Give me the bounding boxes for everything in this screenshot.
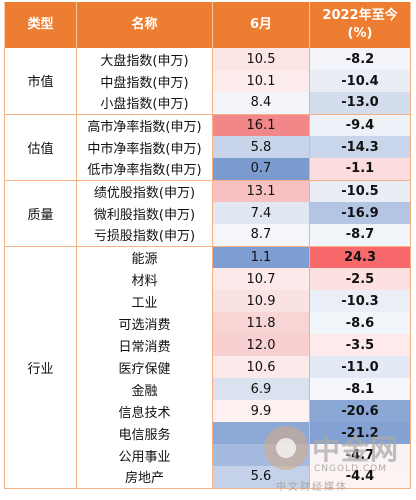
table-row: 工业 10.9 -10.3	[5, 290, 411, 312]
name-cell: 电信服务	[76, 422, 213, 444]
month-value-cell: 13.1	[212, 180, 310, 202]
month-value-cell: 10.6	[212, 356, 310, 378]
name-cell: 高市净率指数(申万)	[76, 114, 213, 136]
name-cell: 房地产	[76, 466, 213, 489]
header-ytd-line2: (%)	[347, 26, 373, 41]
header-category: 类型	[4, 2, 77, 48]
name-cell: 金融	[76, 378, 213, 400]
table-row: 亏损股指数(申万) 8.7 -8.7	[5, 224, 411, 247]
index-performance-table: 类型 名称 6月 2022年至今 (%) 市值 大盘指数(申万) 10.5 -8.2 中…	[4, 2, 411, 489]
ytd-value-cell: -9.4	[309, 114, 411, 136]
ytd-value-cell: -13.0	[309, 92, 411, 115]
ytd-value-cell: -10.5	[309, 180, 411, 202]
ytd-value-cell: -21.2	[309, 422, 411, 444]
table-row: 信息技术 9.9 -20.6	[5, 400, 411, 422]
table-row: 行业 能源 1.1 24.3	[4, 246, 411, 489]
month-value-cell: 8.4	[212, 92, 310, 115]
table-row: 估值 高市净率指数(申万) 16.1 -9.4	[4, 114, 411, 181]
month-value-cell: 16.1	[212, 114, 310, 136]
table-row: 小盘指数(申万) 8.4 -13.0	[5, 92, 411, 115]
name-cell: 日常消费	[76, 334, 213, 356]
name-cell: 可选消费	[76, 312, 213, 334]
ytd-value-cell: -2.5	[309, 268, 411, 290]
name-cell: 信息技术	[76, 400, 213, 422]
header-name: 名称	[76, 2, 213, 48]
ytd-value-cell: -8.6	[309, 312, 411, 334]
header-month: 6月	[212, 2, 310, 48]
month-value-cell: 9.9	[212, 400, 310, 422]
ytd-value-cell: 24.3	[309, 246, 411, 268]
table-row: 公用事业 -4.7	[5, 444, 411, 466]
month-value-cell: 1.1	[212, 246, 310, 268]
ytd-value-cell: -14.3	[309, 136, 411, 158]
name-cell: 微利股指数(申万)	[76, 202, 213, 224]
table-row: 日常消费 12.0 -3.5	[5, 334, 411, 356]
table-row: 低市净率指数(申万) 0.7 -1.1	[5, 158, 411, 181]
table-row: 中市净率指数(申万) 5.8 -14.3	[5, 136, 411, 158]
table-row: 金融 6.9 -8.1	[5, 378, 411, 400]
month-value-cell: 5.6	[212, 466, 310, 489]
name-cell: 中市净率指数(申万)	[76, 136, 213, 158]
name-cell: 材料	[76, 268, 213, 290]
category-cell: 质量	[4, 180, 77, 247]
name-cell: 低市净率指数(申万)	[76, 158, 213, 181]
name-cell: 大盘指数(申万)	[76, 48, 213, 70]
ytd-value-cell: -3.5	[309, 334, 411, 356]
table-row: 质量 绩优股指数(申万) 13.1 -10.5	[4, 180, 411, 247]
name-cell: 绩优股指数(申万)	[76, 180, 213, 202]
ytd-value-cell: -20.6	[309, 400, 411, 422]
month-value-cell: 8.7	[212, 224, 310, 247]
category-cell: 市值	[4, 48, 77, 115]
month-value-cell: 5.8	[212, 136, 310, 158]
table-row: 市值 大盘指数(申万) 10.5 -8.2	[4, 48, 411, 115]
month-value-cell: 12.0	[212, 334, 310, 356]
table-row: 微利股指数(申万) 7.4 -16.9	[5, 202, 411, 224]
table-row: 医疗保健 10.6 -11.0	[5, 356, 411, 378]
ytd-value-cell: -8.1	[309, 378, 411, 400]
ytd-value-cell: -10.4	[309, 70, 411, 92]
month-value-cell: 10.9	[212, 290, 310, 312]
header-ytd-line1: 2022年至今	[322, 8, 398, 23]
name-cell: 小盘指数(申万)	[76, 92, 213, 115]
ytd-value-cell: -11.0	[309, 356, 411, 378]
month-value-cell: 7.4	[212, 202, 310, 224]
name-cell: 亏损股指数(申万)	[76, 224, 213, 247]
month-value-cell: 6.9	[212, 378, 310, 400]
table-body: 市值 大盘指数(申万) 10.5 -8.2 中盘指数(申万) 10.1 -10.4 小盘指数(…	[4, 48, 411, 489]
ytd-value-cell: -4.7	[309, 444, 411, 466]
ytd-value-cell: -4.4	[309, 466, 411, 489]
ytd-value-cell: -1.1	[309, 158, 411, 181]
name-cell: 中盘指数(申万)	[76, 70, 213, 92]
month-value-cell: 10.7	[212, 268, 310, 290]
name-cell: 能源	[76, 246, 213, 268]
table-row: 中盘指数(申万) 10.1 -10.4	[5, 70, 411, 92]
category-cell: 估值	[4, 114, 77, 181]
name-cell: 工业	[76, 290, 213, 312]
month-value-cell: 0.7	[212, 158, 310, 181]
month-value-cell	[212, 422, 310, 444]
category-cell: 行业	[4, 246, 77, 489]
month-value-cell	[212, 444, 310, 466]
name-cell: 医疗保健	[76, 356, 213, 378]
month-value-cell: 10.1	[212, 70, 310, 92]
table-header-row: 类型 名称 6月 2022年至今 (%)	[4, 2, 411, 48]
month-value-cell: 10.5	[212, 48, 310, 70]
ytd-value-cell: -16.9	[309, 202, 411, 224]
ytd-value-cell: -8.2	[309, 48, 411, 70]
table-row: 房地产 5.6 -4.4	[5, 466, 411, 489]
table-row: 可选消费 11.8 -8.6	[5, 312, 411, 334]
header-ytd: 2022年至今 (%)	[309, 2, 411, 48]
ytd-value-cell: -10.3	[309, 290, 411, 312]
name-cell: 公用事业	[76, 444, 213, 466]
month-value-cell: 11.8	[212, 312, 310, 334]
table-row: 材料 10.7 -2.5	[5, 268, 411, 290]
ytd-value-cell: -8.7	[309, 224, 411, 247]
